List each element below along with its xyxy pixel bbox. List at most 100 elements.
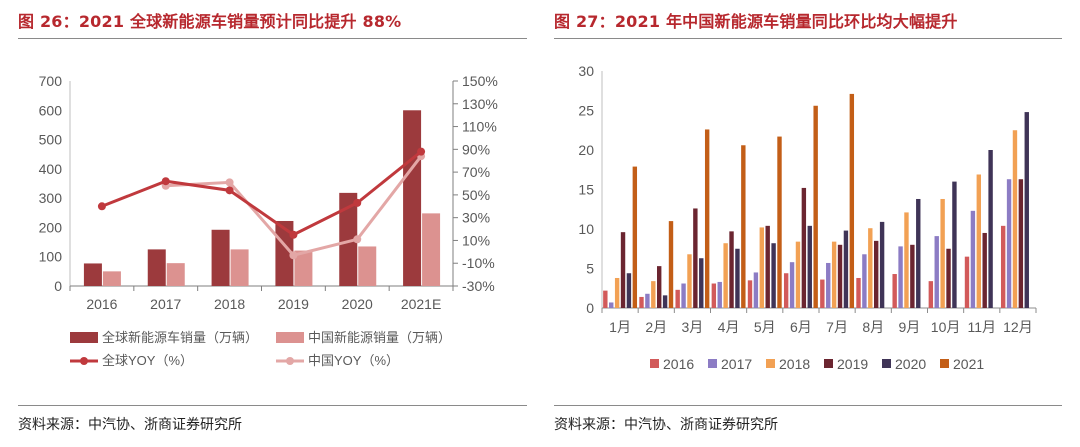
figure-source: 资料来源：中汽协、浙商证券研究所 xyxy=(554,417,778,433)
left-tick-label: 500 xyxy=(39,132,63,148)
legend-swatch-global-sales xyxy=(70,332,98,343)
bar-2019 xyxy=(1018,179,1024,308)
legend-label: 2018 xyxy=(779,356,810,372)
x-tick-label: 2019 xyxy=(278,296,309,312)
bar-2016 xyxy=(856,277,861,308)
y-tick-label: 0 xyxy=(586,300,594,316)
figure-title: 图 26：2021 全球新能源车销量预计同比提升 88% xyxy=(18,12,402,31)
y-tick-label: 15 xyxy=(578,182,594,198)
bar-2019 xyxy=(946,248,951,308)
bar-global-sales xyxy=(211,229,230,286)
left-tick-label: 400 xyxy=(39,161,63,177)
bar-2021 xyxy=(777,136,782,308)
bar-2018 xyxy=(1012,130,1018,308)
right-tick-label: -10% xyxy=(462,255,495,271)
figure-title: 图 27：2021 年中国新能源车销量同比环比均大幅提升 xyxy=(554,12,958,31)
x-tick-label: 8月 xyxy=(862,319,884,335)
global-yoy-point xyxy=(353,198,362,207)
bar-china-sales xyxy=(166,263,185,286)
legend-label: 全球YOY（%） xyxy=(102,353,193,368)
x-tick-label: 5月 xyxy=(754,319,776,335)
bar-2019 xyxy=(982,232,987,308)
y-tick-label: 25 xyxy=(578,103,594,119)
bar-china-sales xyxy=(358,246,377,286)
bar-2016 xyxy=(820,279,825,308)
legend-swatch-2017 xyxy=(708,359,717,368)
x-tick-label: 7月 xyxy=(826,319,848,335)
x-tick-label: 2021E xyxy=(401,296,441,312)
bar-2017 xyxy=(717,281,722,308)
bar-2019 xyxy=(693,208,698,308)
bar-2019 xyxy=(837,244,843,308)
y-tick-label: 10 xyxy=(578,221,594,237)
bar-2017 xyxy=(753,272,759,308)
legend-label: 2016 xyxy=(663,356,694,372)
legend-label: 全球新能源车销量（万辆） xyxy=(102,330,258,345)
bar-2017 xyxy=(970,210,976,308)
bar-2016 xyxy=(711,283,717,308)
right-tick-label: 10% xyxy=(462,232,490,248)
bar-2020 xyxy=(699,258,704,308)
bar-2016 xyxy=(928,281,934,308)
y-tick-label: 30 xyxy=(578,63,594,79)
right-tick-label: -30% xyxy=(462,278,495,294)
legend-marker-china-yoy xyxy=(286,357,294,365)
bar-china-sales xyxy=(294,250,313,286)
china-yoy-point xyxy=(289,251,298,260)
left-tick-label: 0 xyxy=(54,278,62,294)
bar-2020 xyxy=(916,198,921,308)
figure-27: 图 27：2021 年中国新能源车销量同比环比均大幅提升 0 5 10 15 20 25 3… xyxy=(554,0,1062,447)
left-tick-label: 100 xyxy=(39,249,63,265)
bar-2019 xyxy=(801,187,807,308)
y-tick-label: 20 xyxy=(578,142,594,158)
global-yoy-point xyxy=(289,230,298,239)
china-yoy-line xyxy=(165,155,423,257)
bar-2017 xyxy=(645,293,650,308)
bar-2020 xyxy=(771,243,776,308)
bar-2020 xyxy=(988,150,993,308)
bar-china-sales xyxy=(230,249,249,286)
left-tick-label: 300 xyxy=(39,190,63,206)
bar-2018 xyxy=(904,212,909,308)
bar-2016 xyxy=(892,274,897,308)
bar-2020 xyxy=(662,295,668,308)
legend-label: 2017 xyxy=(721,356,752,372)
bar-2021 xyxy=(813,105,818,308)
bar-2018 xyxy=(976,174,981,308)
bar-2021 xyxy=(849,93,855,308)
right-tick-label: 50% xyxy=(462,187,490,203)
bar-2018 xyxy=(940,198,945,308)
bar-2020 xyxy=(807,225,812,308)
bar-2021 xyxy=(704,129,710,308)
bar-2021 xyxy=(668,221,674,308)
x-tick-label: 2016 xyxy=(86,296,117,312)
x-tick-label: 9月 xyxy=(899,319,921,335)
legend-swatch-2016 xyxy=(650,359,659,368)
left-tick-label: 600 xyxy=(39,102,63,118)
bar-2016 xyxy=(783,273,789,308)
right-tick-label: 90% xyxy=(462,141,490,157)
bar-global-sales xyxy=(339,192,358,286)
bar-2021 xyxy=(741,145,746,308)
legend-swatch-2019 xyxy=(824,359,833,368)
bar-2017 xyxy=(934,236,939,308)
bar-2020 xyxy=(879,221,885,308)
global-yoy-point xyxy=(417,147,426,156)
right-tick-label: 150% xyxy=(462,73,498,89)
legend-label: 中国新能源销量（万辆） xyxy=(308,330,451,345)
bar-2020 xyxy=(735,248,740,308)
bar-2016 xyxy=(964,256,970,308)
x-tick-label: 12月 xyxy=(1003,319,1033,335)
bar-2016 xyxy=(603,290,608,308)
bar-2018 xyxy=(687,254,692,308)
bar-2016 xyxy=(1000,225,1006,308)
x-tick-label: 3月 xyxy=(682,319,704,335)
legend-swatch-2018 xyxy=(766,359,775,368)
x-tick-label: 6月 xyxy=(790,319,812,335)
right-tick-label: 110% xyxy=(462,119,497,135)
global-sales-chart: 0 100 200 300 400 500 600 700 -30% -10% 10% 30% 50% 7… xyxy=(39,73,498,368)
bar-2016 xyxy=(639,296,644,308)
right-tick-label: 30% xyxy=(462,210,490,226)
legend-marker-global-yoy xyxy=(80,357,88,365)
bar-2020 xyxy=(626,273,632,308)
